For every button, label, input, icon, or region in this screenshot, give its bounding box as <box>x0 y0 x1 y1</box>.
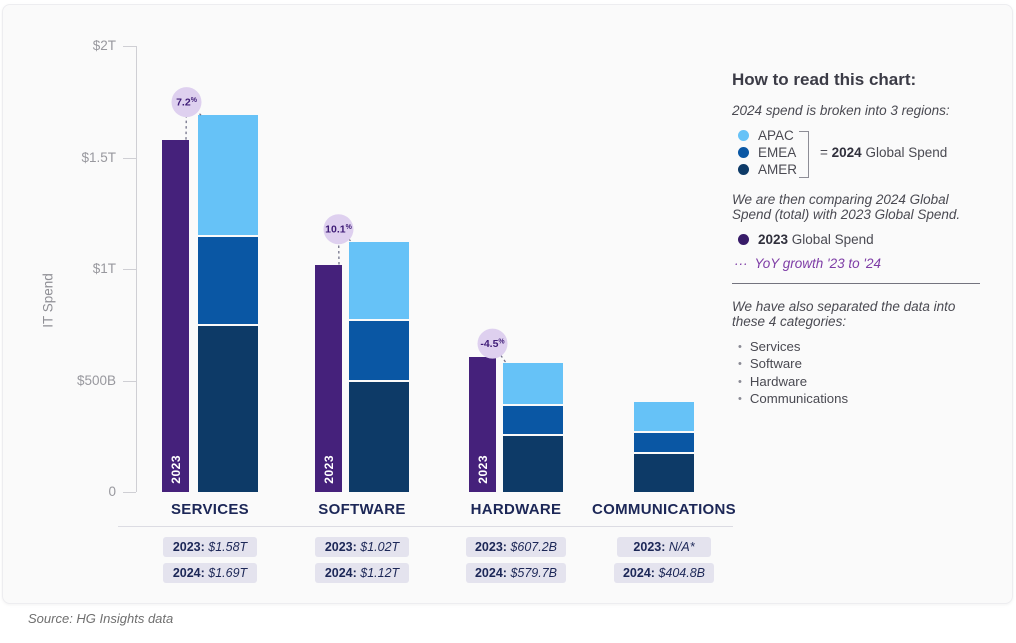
y-axis-tick <box>123 46 136 47</box>
region-legend: APAC EMEA AMER = 2024 Global Spend <box>732 128 980 180</box>
y-axis-tick-label: $1.5T <box>81 149 116 165</box>
y-axis-title: IT Spend <box>40 273 56 328</box>
bar-2023-software: 2023 <box>315 264 342 492</box>
equals-2024-global-spend: = 2024 Global Spend <box>820 144 948 160</box>
yoy-badge-value: 10.1% <box>325 224 352 236</box>
legend-2023-global-spend: 2023 Global Spend <box>738 232 980 247</box>
bullet-item: Services <box>738 339 980 357</box>
y-axis-tick-label: $2T <box>92 38 116 53</box>
value-pill-2024: 2024: $404.8B <box>613 563 715 583</box>
dashed-line-icon: ··· <box>734 255 748 271</box>
segment-emea <box>198 236 258 327</box>
segment-emea <box>349 321 409 382</box>
category-bullet-list: ServicesSoftwareHardwareCommunications <box>732 339 980 409</box>
yoy-badge <box>323 214 354 245</box>
value-pill-2024: 2024: $1.69T <box>163 563 257 583</box>
value-pill-2023: 2023: $1.02T <box>315 537 409 557</box>
bar-2023-services: 2023 <box>162 139 189 492</box>
amer-dot-icon <box>738 163 749 175</box>
bar-2024-communications <box>634 401 694 492</box>
y-axis-line <box>136 46 137 492</box>
panel-divider <box>732 282 980 284</box>
y-axis-tick <box>123 380 136 382</box>
yoy-badge <box>171 87 202 118</box>
y-axis-tick <box>123 492 136 493</box>
category-label: SERVICES <box>171 501 249 518</box>
purple-2023-dot-icon <box>738 233 749 245</box>
bar-year-label: 2023 <box>321 455 336 484</box>
segment-apac <box>198 115 258 237</box>
value-pill-2023: 2023: $607.2B <box>465 537 567 557</box>
segment-apac <box>634 401 694 434</box>
bar-2024-services <box>198 115 258 492</box>
legend-yoy-growth: ··· YoY growth '23 to '24 <box>734 255 881 271</box>
y-axis-tick-label: $500B <box>76 372 116 388</box>
segment-amer <box>198 326 258 492</box>
region-legend-item-emea: EMEA <box>738 145 796 160</box>
panel-heading: How to read this chart: <box>732 70 917 89</box>
source-note: Source: HG Insights data <box>28 611 174 626</box>
segment-amer <box>503 436 563 492</box>
regions-intro: 2024 spend is broken into 3 regions: <box>732 103 950 118</box>
value-pill-2023: 2023: N/A* <box>617 537 711 557</box>
category-label: COMMUNICATIONS <box>592 501 736 518</box>
apac-dot-icon <box>738 129 749 141</box>
category-label: SOFTWARE <box>318 501 406 518</box>
bullet-item: Communications <box>738 391 980 409</box>
emea-dot-icon <box>738 146 749 158</box>
yoy-badge <box>477 328 508 359</box>
bullet-item: Hardware <box>738 374 980 392</box>
segment-emea <box>634 433 694 455</box>
how-to-read-panel: How to read this chart: 2024 spend is br… <box>732 70 980 409</box>
bar-2023-hardware: 2023 <box>469 356 496 492</box>
bullet-item: Software <box>738 356 980 374</box>
region-legend-item-apac: APAC <box>738 128 794 143</box>
category-divider-line <box>118 526 733 527</box>
comparison-text: We are then comparing 2024 Global Spend … <box>732 191 961 223</box>
y-axis-tick <box>123 157 136 159</box>
segment-apac <box>349 242 409 322</box>
y-axis-tick <box>123 269 136 270</box>
y-axis-tick-label: $1T <box>92 261 116 276</box>
bar-year-label: 2023 <box>168 455 183 484</box>
bar-2024-software <box>349 242 409 492</box>
value-pill-2024: 2024: $579.7B <box>465 563 567 583</box>
value-pill-2024: 2024: $1.12T <box>315 563 409 583</box>
bar-year-label: 2023 <box>475 455 490 484</box>
segment-apac <box>503 362 563 406</box>
region-legend-item-amer: AMER <box>738 162 797 177</box>
categories-intro: We have also separated the data into the… <box>732 298 956 330</box>
legend-bracket <box>799 130 809 178</box>
value-pill-2023: 2023: $1.58T <box>163 537 257 557</box>
segment-emea <box>503 405 563 436</box>
y-axis-tick-label: 0 <box>108 484 116 499</box>
yoy-badge-value: -4.5% <box>480 338 505 350</box>
segment-amer <box>634 454 694 492</box>
yoy-badge-value: 7.2% <box>176 97 198 109</box>
bar-2024-hardware <box>503 362 563 492</box>
category-label: HARDWARE <box>470 501 562 518</box>
segment-amer <box>349 381 409 492</box>
